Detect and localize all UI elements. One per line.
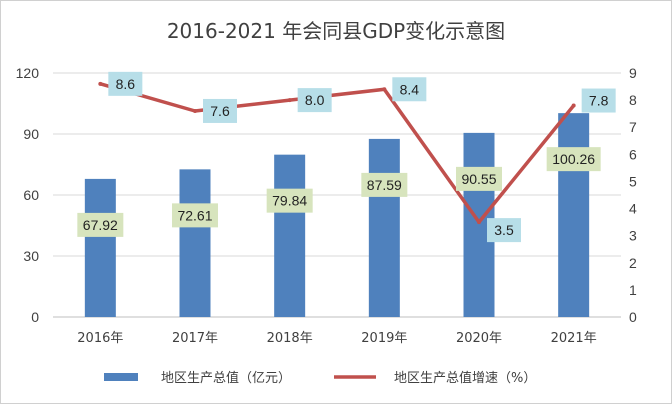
line-point <box>477 220 481 225</box>
y-right-tick-label: 9 <box>629 65 637 81</box>
bar-data-label: 87.59 <box>367 177 402 193</box>
y-right-tick-label: 7 <box>629 119 637 135</box>
line-point <box>382 87 387 92</box>
bar-label-box <box>456 166 502 191</box>
line-data-label: 8.0 <box>305 92 325 108</box>
line-label-box <box>108 71 143 96</box>
line-point <box>98 81 103 86</box>
x-tick-label: 2019年 <box>361 331 407 346</box>
bar-data-label: 90.55 <box>461 171 496 187</box>
growth-line <box>99 82 576 224</box>
bar <box>274 154 306 317</box>
gridlines <box>53 72 621 318</box>
bar-data-label: 79.84 <box>272 193 307 209</box>
line-data-label: 7.6 <box>210 103 230 119</box>
x-tick-label: 2021年 <box>551 331 597 346</box>
x-tick-label: 2017年 <box>172 331 218 346</box>
bar-data-label: 100.26 <box>552 151 595 167</box>
legend-swatch-bar <box>104 373 138 381</box>
y-right-tick-label: 4 <box>629 201 637 217</box>
y-left-tick-label: 90 <box>23 126 39 142</box>
line-point <box>193 108 197 113</box>
y-right-tick-label: 6 <box>629 146 637 162</box>
x-tick-label: 2018年 <box>267 331 313 346</box>
bar-label-box <box>172 203 218 228</box>
y-left-tick-label: 30 <box>23 248 39 264</box>
line-data-label: 8.6 <box>116 76 136 92</box>
bar-label-box <box>77 212 124 237</box>
line-label-box <box>203 98 237 123</box>
y-right-tick-label: 2 <box>629 255 637 271</box>
bar <box>179 169 211 317</box>
line-label-box <box>487 218 521 243</box>
data-labels: 67.92 72.61 79.84 87.59 90.55 100.26 8.6 7.6 8.0… <box>77 71 616 243</box>
y-left-tick-label: 60 <box>23 187 39 203</box>
bar <box>558 113 590 317</box>
bar-label-box <box>361 172 408 197</box>
bar-label-box <box>546 147 601 172</box>
x-tick-label: 2016年 <box>77 331 123 346</box>
line-label-box <box>297 88 332 113</box>
line-label-box <box>581 88 616 113</box>
bar-label-box <box>266 188 313 213</box>
line-label-box <box>392 77 427 102</box>
bar-series <box>84 113 590 317</box>
legend-label-bar: 地区生产总值（亿元） <box>161 370 291 386</box>
chart-title: 2016-2021 年会同县GDP变化示意图 <box>167 19 505 43</box>
legend-label-line: 地区生产总值增速（%） <box>394 370 536 386</box>
y-right-tick-label: 3 <box>629 228 637 244</box>
y-left-tick-label: 120 <box>16 65 40 81</box>
y-left-tick-label: 0 <box>31 309 39 325</box>
bar <box>368 138 400 317</box>
line-data-label: 3.5 <box>494 222 514 238</box>
bar-data-label: 72.61 <box>177 207 212 223</box>
line-data-label: 7.8 <box>589 93 609 109</box>
line-point <box>571 103 576 108</box>
line-series <box>98 81 576 225</box>
axis-ticks: 0 30 60 90 120 0 1 2 3 4 5 6 7 8 9 2016年 2017年 2018年 2019年… <box>16 65 637 346</box>
bar <box>84 178 116 317</box>
y-right-tick-label: 8 <box>629 92 637 108</box>
bar-data-label: 67.92 <box>83 217 118 233</box>
line-point <box>287 98 292 103</box>
y-right-tick-label: 1 <box>629 282 637 298</box>
legend: 地区生产总值（亿元） 地区生产总值增速（%） <box>104 370 536 386</box>
line-data-label: 8.4 <box>400 81 420 97</box>
y-right-tick-label: 0 <box>629 309 637 325</box>
x-tick-label: 2020年 <box>456 331 502 346</box>
y-right-tick-label: 5 <box>629 173 637 189</box>
